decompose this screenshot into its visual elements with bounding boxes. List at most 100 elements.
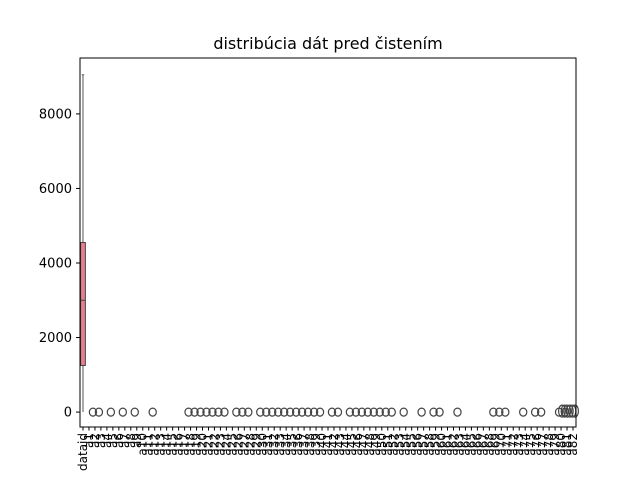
x-axis-tick-labels: dataida1a2a3a4a5a6a7a8a9a10a11a12a13a14a… [76,427,580,471]
x-tick-label: a34 [279,433,293,456]
outlier-marker [565,404,574,418]
x-tick-label: a71 [500,433,514,456]
outlier-marker [435,407,444,417]
x-tick-label: a10 [136,433,150,456]
x-tick-label: a31 [261,433,275,456]
outlier-marker [238,407,247,417]
outlier-marker [94,407,104,417]
x-tick-label: a50 [375,433,389,456]
outlier-marker [557,404,566,418]
x-tick-label: a59 [429,433,443,456]
x-tick-label: a57 [417,433,431,456]
x-tick-label: a28 [243,433,257,456]
outlier-marker [232,407,241,417]
outlier-marker [560,404,569,418]
x-tick-label: a79 [548,433,562,456]
y-tick-label: 4000 [39,257,72,272]
x-tick-label: a9 [130,433,144,448]
x-tick-label: a45 [345,433,359,456]
x-tick-label: a36 [291,433,305,456]
outlier-marker [262,407,271,417]
x-tick-label: a16 [172,433,186,456]
x-tick-label: a15 [166,433,180,456]
x-tick-label: a1 [82,433,96,448]
outlier-marker [381,407,390,417]
x-tick-label: a56 [411,433,425,456]
x-tick-label: a44 [339,433,353,456]
outlier-marker [118,407,128,417]
x-tick-label: a24 [219,433,233,456]
x-tick-label: a48 [363,433,377,456]
outlier-marker [196,407,205,417]
x-tick-label: a18 [184,433,198,456]
outlier-marker [536,407,546,417]
x-tick-label: a25 [225,433,239,456]
y-tick-label: 2000 [39,331,72,346]
chart-title: distribúcia dát pred čistením [213,34,442,53]
x-tick-label: a27 [237,433,251,456]
x-tick-label: dataid [76,433,90,471]
x-tick-label: a82 [566,433,580,456]
x-tick-label: a8 [124,433,138,448]
x-tick-label: a66 [470,433,484,456]
x-tick-label: a68 [482,433,496,456]
outlier-marker [495,407,504,417]
x-tick-label: a67 [476,433,490,456]
y-tick-label: 8000 [39,107,72,122]
x-tick-label: a17 [178,433,192,456]
outlier-marker [429,407,438,417]
outlier-marker [327,407,337,417]
outlier-marker [363,407,373,417]
outlier-marker [208,407,217,417]
plot-marks [80,74,579,418]
x-tick-label: a5 [106,433,120,448]
outlier-marker [333,407,343,417]
y-tick-label: 6000 [39,182,72,197]
x-tick-label: a76 [530,433,544,456]
outlier-marker [530,407,540,417]
x-tick-label: a80 [554,433,568,456]
outlier-marker [279,407,289,417]
x-tick-label: a11 [142,433,156,456]
outlier-marker [345,407,355,417]
outlier-marker [202,407,211,417]
outlier-marker [563,404,572,418]
x-tick-label: a78 [542,433,556,456]
x-tick-label: a60 [435,433,449,456]
outlier-marker [130,407,139,417]
x-tick-label: a22 [207,433,221,456]
x-tick-label: a52 [387,433,401,456]
x-tick-label: a29 [249,433,263,456]
x-tick-label: a65 [464,433,478,456]
x-tick-label: a6 [112,433,126,448]
x-tick-label: a4 [100,433,114,448]
x-tick-label: a53 [393,433,407,456]
x-tick-label: a69 [488,433,502,456]
x-tick-label: a70 [494,433,508,456]
outlier-marker [297,407,307,417]
x-tick-label: a46 [351,433,365,456]
x-tick-label: a62 [446,433,460,456]
outlier-marker [268,407,277,417]
x-tick-label: a49 [369,433,383,456]
x-tick-label: a13 [154,433,168,456]
x-tick-label: a3 [94,433,108,448]
x-tick-label: a61 [441,433,455,456]
x-tick-label: a33 [273,433,287,456]
outlier-marker [184,407,193,417]
x-tick-label: a51 [381,433,395,456]
outlier-marker [369,407,379,417]
plot-frame [79,57,577,428]
outlier-marker [519,407,528,417]
y-axis-ticks: 0 2000 4000 6000 8000 [39,107,80,421]
x-tick-label: a38 [303,433,317,456]
x-tick-label: a77 [536,433,550,456]
outlier-marker [417,407,426,417]
outlier-marker [291,407,301,417]
y-tick-label: 0 [64,406,72,421]
outlier-marker [88,407,98,417]
outlier-marker [351,407,361,417]
x-tick-label: a37 [297,433,311,456]
x-tick-label: a54 [399,433,413,456]
